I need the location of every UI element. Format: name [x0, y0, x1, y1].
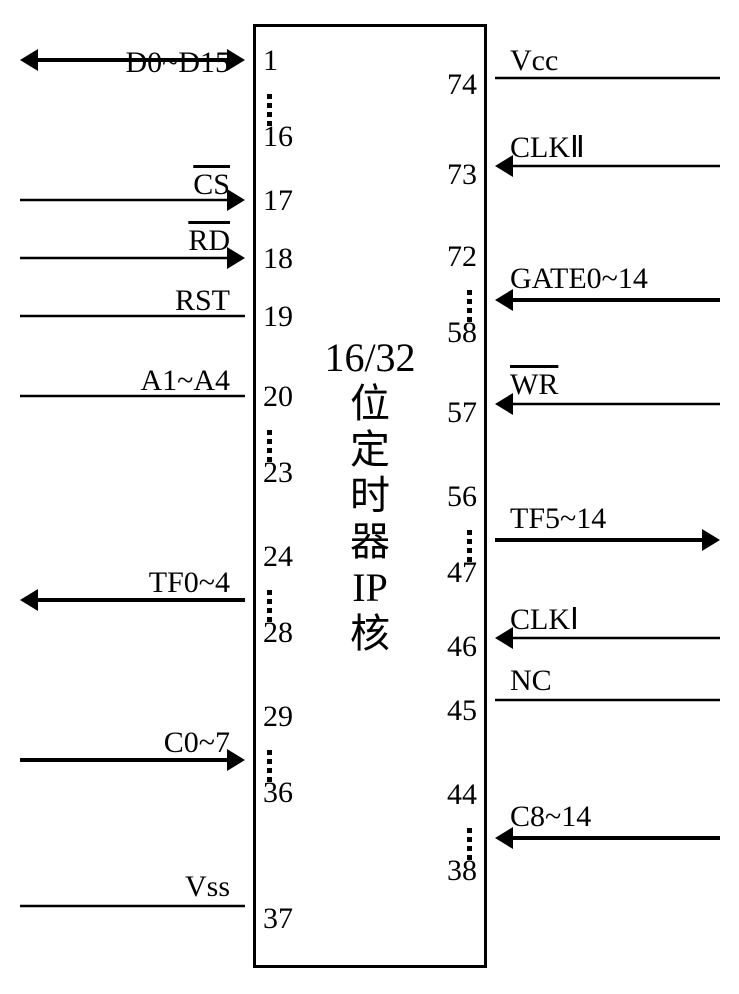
signal-arrow: [0, 0, 739, 994]
pin-number: 38: [447, 854, 477, 888]
